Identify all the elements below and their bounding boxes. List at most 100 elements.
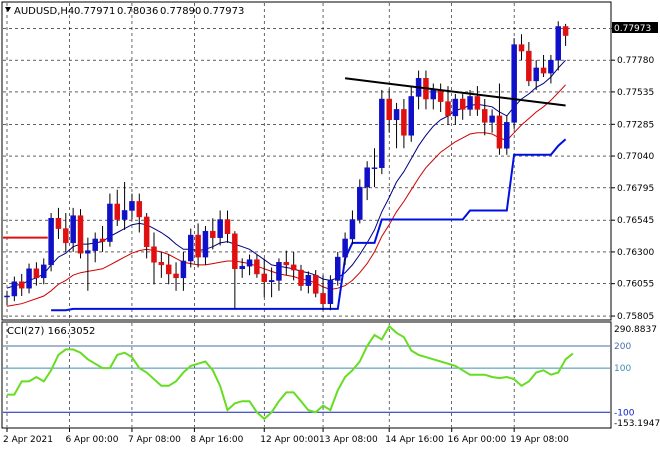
bear-candle <box>55 207 62 239</box>
time-axis-label: 6 Apr 00:00 <box>65 435 118 445</box>
time-axis-label: 14 Apr 16:00 <box>385 435 444 445</box>
candle-body <box>562 26 569 36</box>
candle-body <box>283 262 290 266</box>
candle-body <box>349 219 356 240</box>
bull-candle <box>379 89 385 175</box>
candle-body <box>188 234 194 262</box>
candle-body <box>459 98 466 110</box>
candle-body <box>408 96 414 136</box>
chart-header-symbol: AUDUSD,H4 <box>14 6 74 17</box>
bull-candle <box>129 193 135 220</box>
candle-body <box>55 217 62 229</box>
candle-body <box>371 167 378 169</box>
bear-candle <box>283 250 290 276</box>
price-axis-label: 0.76300 <box>617 248 654 258</box>
candle-body <box>129 201 135 211</box>
drawn-objects[interactable] <box>3 77 566 239</box>
candle-body <box>143 216 150 247</box>
bear-candle <box>482 99 488 136</box>
candle-body <box>298 269 304 286</box>
bull-candle <box>555 21 561 71</box>
candle-body <box>268 280 275 282</box>
candle-body <box>335 256 341 281</box>
candle-body <box>180 260 187 279</box>
price-axis-label: 0.77535 <box>617 88 654 98</box>
bull-candle <box>268 267 275 298</box>
bull-candle <box>121 181 128 230</box>
chart-header-high: 0.78036 <box>117 6 158 17</box>
candle-body <box>254 259 260 275</box>
bear-candle <box>261 258 267 298</box>
bear-candle <box>445 86 451 125</box>
cci-min-label: -153.1947 <box>614 419 660 429</box>
price-axis: 0.780250.777800.775350.772850.770400.767… <box>611 24 654 322</box>
current-price-label: 0.77973 <box>614 24 651 34</box>
candle-body <box>136 201 143 218</box>
candle-body <box>202 230 209 258</box>
time-axis-label: 7 Apr 08:00 <box>128 435 181 445</box>
bear-candle <box>518 34 525 61</box>
candle-body <box>393 109 400 121</box>
time-axis-label: 2 Apr 2021 <box>3 435 53 445</box>
candle-body <box>173 273 179 279</box>
bull-candle <box>11 276 18 302</box>
candle-body <box>305 274 312 286</box>
price-axis-label: 0.77780 <box>617 56 654 66</box>
candle-body <box>48 217 54 266</box>
candle-body <box>217 219 223 238</box>
candle-body <box>357 186 363 220</box>
candle-body <box>239 265 245 270</box>
bear-candle <box>114 189 120 227</box>
trendline <box>344 77 566 107</box>
bull-candle <box>504 115 510 155</box>
candle-body <box>533 67 539 82</box>
candle-body <box>276 262 282 281</box>
cci-axis: 200 100 -100 290.8837 -153.1947 <box>614 325 660 429</box>
candle-body <box>26 268 32 289</box>
chart-menu-triangle-icon[interactable] <box>5 7 11 12</box>
bear-candle <box>224 210 231 243</box>
candle-body <box>261 273 267 282</box>
bear-candle <box>386 88 392 133</box>
candle-body <box>386 98 392 121</box>
cci-max-label: 290.8837 <box>614 325 657 335</box>
bull-candle <box>548 54 554 84</box>
bear-candle <box>540 54 547 78</box>
bull-candle <box>41 258 47 285</box>
cci-title: CCI(27) 166.3052 <box>7 326 95 337</box>
candle-body <box>342 238 348 258</box>
bear-candle <box>195 223 201 268</box>
candle-body <box>430 89 437 100</box>
candle-body <box>437 89 444 102</box>
cci-indicator <box>7 324 574 421</box>
time-axis-label: 19 Apr 08:00 <box>510 435 569 445</box>
bear-candle <box>63 213 69 252</box>
candle-body <box>92 238 98 251</box>
candle-body <box>518 44 525 52</box>
candle-body <box>224 219 231 235</box>
bull-candle <box>26 263 32 294</box>
bear-candle <box>320 275 326 311</box>
bear-candle <box>474 86 481 116</box>
bull-candle <box>342 232 348 265</box>
cci-level-label: -100 <box>614 408 635 418</box>
candle-body <box>165 264 172 275</box>
time-axis-label: 12 Apr 00:00 <box>260 435 319 445</box>
cci-level-label: 200 <box>614 342 631 352</box>
bear-candle <box>158 251 165 278</box>
candle-body <box>445 101 451 117</box>
price-axis-label: 0.77040 <box>617 152 654 162</box>
bear-candle <box>18 273 25 296</box>
candle-body <box>195 234 201 258</box>
bull-candle <box>188 228 194 268</box>
cci-panel-border <box>1 321 612 429</box>
bear-candle <box>165 254 172 285</box>
bear-candle <box>210 218 216 250</box>
time-axis: 2 Apr 2021 6 Apr 00:00 7 Apr 08:00 8 Apr 16… <box>3 428 569 445</box>
bear-candle <box>136 193 143 233</box>
price-axis-label: 0.76055 <box>617 280 654 290</box>
time-axis-label: 16 Apr 00:00 <box>448 435 507 445</box>
chart-header-low: 0.77890 <box>160 6 201 17</box>
bull-candle <box>246 254 253 276</box>
